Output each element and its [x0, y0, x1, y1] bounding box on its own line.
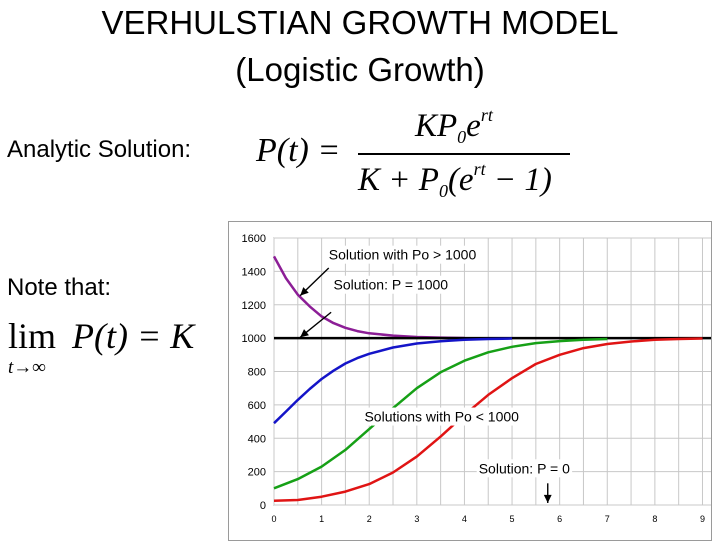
slide-title-line-2: (Logistic Growth): [235, 51, 485, 88]
annotation-background: [362, 407, 522, 426]
y-tick-label: 800: [248, 367, 266, 379]
limit-word: lim: [8, 316, 57, 356]
y-tick-label: 0: [260, 500, 266, 512]
chart-svg: 0 200 400 600 800 1000 1200 1400 1600 0 1 2 3 4 5 6 7 8 9 S…: [242, 233, 713, 524]
y-tick-label: 1200: [242, 300, 266, 312]
analytic-solution-label: Analytic Solution:: [7, 136, 192, 163]
x-tick-label: 4: [462, 514, 467, 524]
annotation-background: [326, 245, 479, 264]
formula-numerator: KP0ert: [415, 105, 493, 148]
limit-subscript: t→∞: [8, 357, 46, 378]
x-tick-label: 7: [605, 514, 610, 524]
y-tick-label: 1000: [242, 333, 266, 345]
formula-denominator: K + P0(ert − 1): [358, 159, 552, 202]
series-line-green: [273, 337, 608, 490]
y-tick-label: 400: [248, 433, 266, 445]
denominator-mid: (e: [447, 162, 474, 198]
y-tick-label: 600: [248, 400, 266, 412]
numerator-sup: rt: [480, 105, 493, 125]
logistic-growth-chart: 0 200 400 600 800 1000 1200 1400 1600 0 1 2 3 4 5 6 7 8 9 S…: [228, 221, 713, 541]
annotation-label: Solution: P = 1000: [334, 277, 449, 293]
note-label: Note that:: [7, 274, 112, 301]
y-tick-label: 1600: [242, 233, 266, 245]
denominator-pre: K + P: [358, 162, 439, 198]
x-tick-label: 8: [652, 514, 657, 524]
x-tick-label: 9: [700, 514, 705, 524]
annotation-arrowhead: [543, 494, 552, 503]
x-tick-label: 5: [510, 514, 515, 524]
x-tick-label: 2: [367, 514, 372, 524]
annotation-label: Solution with Po > 1000: [329, 247, 477, 263]
annotation-arrowhead: [300, 329, 309, 338]
denominator-sup: rt: [473, 159, 486, 179]
numerator-e: e: [466, 108, 481, 144]
numerator-sub: 0: [457, 127, 467, 147]
x-tick-label: 3: [414, 514, 419, 524]
series-line-blue: [273, 337, 513, 425]
formula-lhs: P(t) =: [256, 132, 341, 169]
numerator-k: KP: [415, 108, 458, 144]
x-tick-label: 6: [557, 514, 562, 524]
denominator-sub: 0: [438, 181, 448, 201]
series-line-red: [273, 337, 703, 503]
slide-title-line-1: VERHULSTIAN GROWTH MODEL: [101, 4, 619, 41]
annotation-background: [331, 275, 451, 294]
x-tick-label: 1: [319, 514, 324, 524]
denominator-post: − 1): [485, 162, 552, 198]
limit-expression: P(t) = K: [72, 316, 195, 356]
y-tick-label: 1400: [242, 266, 266, 278]
annotation-background: [476, 459, 573, 478]
x-tick-label: 0: [271, 514, 276, 524]
fraction-bar: [358, 153, 570, 155]
annotation-arrowhead: [300, 287, 309, 296]
y-tick-label: 200: [248, 467, 266, 479]
annotation-label: Solution: P = 0: [479, 460, 570, 476]
annotation-label: Solutions with Po < 1000: [364, 409, 519, 425]
